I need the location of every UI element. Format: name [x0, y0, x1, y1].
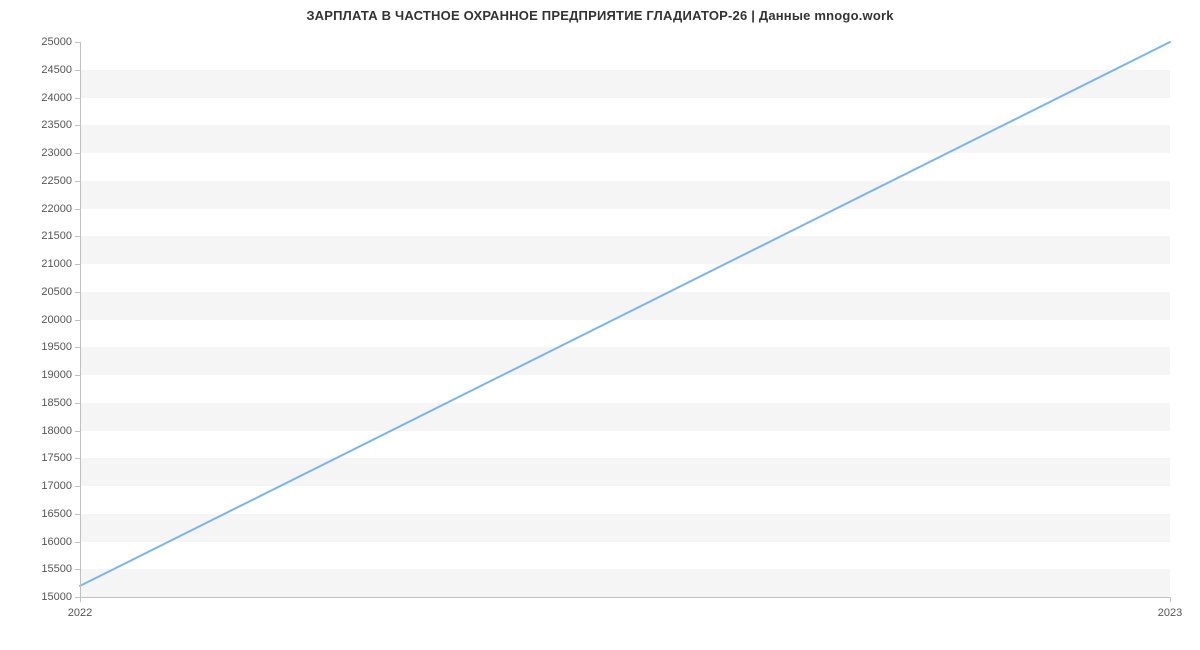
y-axis-tick-label: 22500 — [41, 175, 72, 187]
chart-line-layer — [80, 42, 1170, 597]
series-line-salary — [80, 42, 1170, 586]
y-axis-tick-label: 23500 — [41, 119, 72, 131]
x-axis-tick-label: 2023 — [1158, 607, 1182, 619]
y-axis-tick-label: 19500 — [41, 341, 72, 353]
y-axis-tick-label: 21500 — [41, 230, 72, 242]
y-axis-tick-label: 17000 — [41, 480, 72, 492]
y-axis-line — [80, 42, 81, 597]
y-axis-tick-label: 18000 — [41, 425, 72, 437]
y-axis-tick-label: 21000 — [41, 258, 72, 270]
y-axis-tick-label: 25000 — [41, 36, 72, 48]
y-axis-tick-label: 24000 — [41, 92, 72, 104]
y-axis-tick-label: 19000 — [41, 369, 72, 381]
x-axis-line — [80, 597, 1170, 598]
y-axis-tick-label: 15500 — [41, 563, 72, 575]
salary-line-chart: ЗАРПЛАТА В ЧАСТНОЕ ОХРАННОЕ ПРЕДПРИЯТИЕ … — [0, 0, 1200, 650]
y-axis-tick-label: 17500 — [41, 452, 72, 464]
y-axis-tick-label: 20500 — [41, 286, 72, 298]
chart-title: ЗАРПЛАТА В ЧАСТНОЕ ОХРАННОЕ ПРЕДПРИЯТИЕ … — [0, 8, 1200, 23]
y-axis-tick-label: 15000 — [41, 591, 72, 603]
y-axis-tick-label: 18500 — [41, 397, 72, 409]
y-axis-tick-label: 22000 — [41, 203, 72, 215]
y-axis-tick-label: 16000 — [41, 536, 72, 548]
x-axis-tick-mark — [1170, 597, 1171, 602]
x-axis-tick-label: 2022 — [68, 607, 92, 619]
y-axis-tick-label: 23000 — [41, 147, 72, 159]
plot-area — [80, 42, 1170, 597]
y-axis-tick-label: 24500 — [41, 64, 72, 76]
y-axis-tick-label: 16500 — [41, 508, 72, 520]
y-axis-tick-label: 20000 — [41, 314, 72, 326]
